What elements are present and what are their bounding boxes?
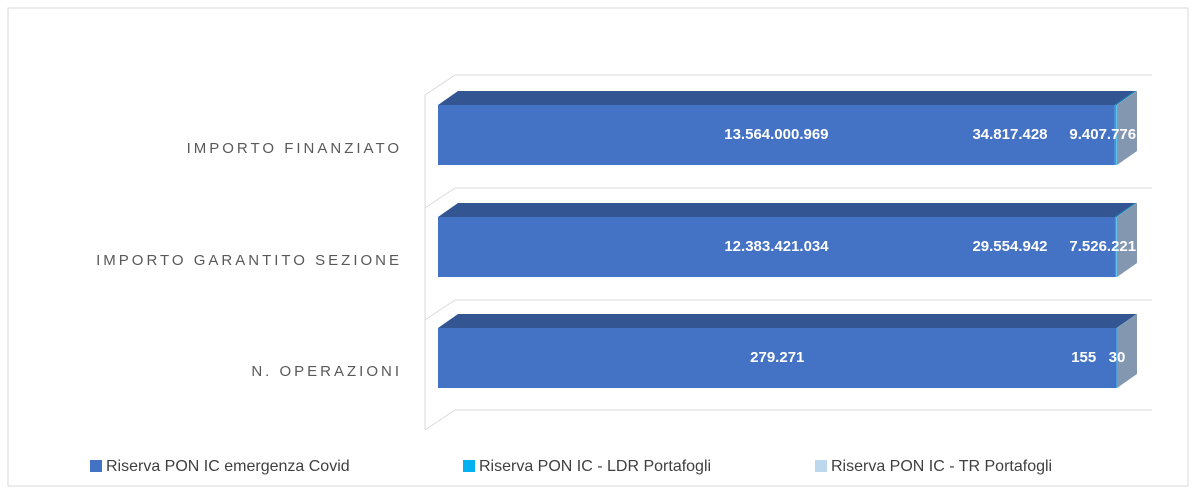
bar-top	[1116, 314, 1137, 328]
category-label: N. OPERAZIONI	[251, 363, 402, 380]
value-label: 13.564.000.969	[724, 126, 828, 143]
bar	[438, 328, 1117, 388]
category-label: IMPORTO GARANTITO SEZIONE	[96, 252, 402, 269]
legend-swatch	[90, 460, 102, 472]
value-label: 30	[1109, 349, 1126, 366]
category-label: IMPORTO FINANZIATO	[187, 140, 402, 157]
value-label: 34.817.428	[972, 126, 1047, 143]
value-label: 155	[1071, 349, 1096, 366]
legend-label: Riserva PON IC emergenza Covid	[106, 458, 350, 475]
bar-side	[1117, 203, 1137, 277]
bar	[1114, 217, 1117, 277]
bar-top	[438, 91, 1135, 105]
bar-top	[1114, 203, 1137, 217]
legend-label: Riserva PON IC - LDR Portafogli	[479, 458, 711, 475]
value-label: 279.271	[750, 349, 804, 366]
legend-swatch	[815, 460, 827, 472]
bar-top	[1116, 91, 1137, 105]
bar	[438, 217, 1115, 277]
legend-swatch	[463, 460, 475, 472]
bar-side	[1117, 314, 1137, 388]
bar-side	[1117, 91, 1137, 165]
bar-top	[1116, 203, 1137, 217]
bar-top	[1114, 91, 1137, 105]
legend-label: Riserva PON IC - TR Portafogli	[831, 458, 1052, 475]
value-label: 12.383.421.034	[724, 238, 829, 255]
value-label: 9.407.776	[1069, 126, 1136, 143]
bar-top	[438, 203, 1135, 217]
bar-top	[438, 314, 1137, 328]
walls	[424, 74, 1152, 431]
value-label: 29.554.942	[972, 238, 1047, 255]
bar-top	[1116, 314, 1137, 328]
value-label: 7.526.221	[1069, 238, 1136, 255]
bar	[438, 105, 1115, 165]
bar	[1114, 105, 1117, 165]
